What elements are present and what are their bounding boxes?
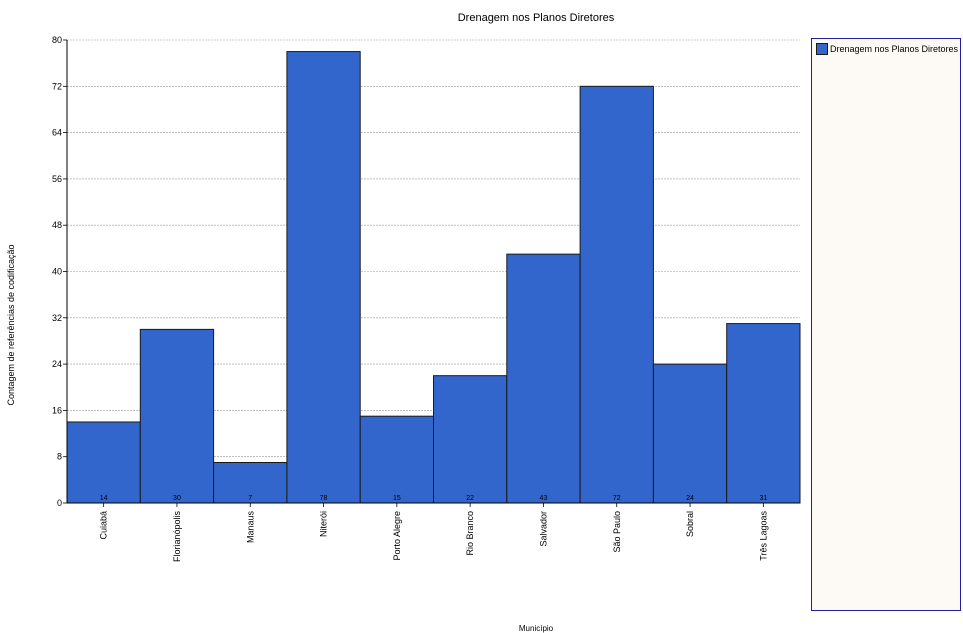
x-axis-title: Município bbox=[519, 624, 554, 633]
data-label: 15 bbox=[393, 495, 401, 502]
data-label: 78 bbox=[320, 495, 328, 502]
bar bbox=[359, 415, 435, 504]
bars bbox=[66, 51, 801, 504]
bar bbox=[652, 363, 728, 504]
x-tick-label: Niterói bbox=[319, 511, 329, 537]
y-tick-label: 56 bbox=[52, 174, 62, 184]
x-tick-label: Cuiabá bbox=[99, 511, 109, 540]
y-axis-title: Contagem de referências de codificação bbox=[6, 244, 16, 405]
bar bbox=[726, 323, 801, 504]
x-tick-label: Rio Branco bbox=[465, 511, 475, 556]
x-tick-label: Salvador bbox=[538, 511, 548, 547]
data-label: 30 bbox=[173, 495, 181, 502]
y-tick-label: 72 bbox=[52, 81, 62, 91]
x-tick-label: Manaus bbox=[245, 511, 255, 544]
data-label: 31 bbox=[759, 495, 767, 502]
data-label: 14 bbox=[100, 495, 108, 502]
y-tick-label: 40 bbox=[52, 267, 62, 277]
bar bbox=[506, 253, 581, 504]
x-tick-label: Florianópolis bbox=[172, 511, 182, 563]
y-tick-label: 16 bbox=[52, 405, 62, 415]
y-axis-ticks: 0 8 16 24 32 40 48 56 64 72 80 bbox=[52, 35, 67, 508]
x-tick-label: Porto Alegre bbox=[392, 511, 402, 561]
x-tick-label: São Paulo bbox=[612, 511, 622, 553]
y-tick-label: 64 bbox=[52, 128, 62, 138]
data-label: 24 bbox=[686, 495, 694, 502]
bar bbox=[286, 51, 361, 504]
bar bbox=[66, 421, 141, 504]
chart-title: Drenagem nos Planos Diretores bbox=[458, 12, 615, 24]
bar bbox=[139, 328, 215, 504]
bar bbox=[579, 85, 654, 504]
y-tick-label: 48 bbox=[52, 220, 62, 230]
y-tick-label: 32 bbox=[52, 313, 62, 323]
y-tick-label: 8 bbox=[57, 452, 62, 462]
legend-swatch bbox=[816, 43, 828, 55]
data-label: 72 bbox=[613, 495, 621, 502]
legend: Drenagem nos Planos Diretores bbox=[811, 38, 961, 611]
y-tick-label: 80 bbox=[52, 35, 62, 45]
data-labels: 14 30 7 78 15 22 43 72 24 31 bbox=[100, 495, 768, 502]
data-label: 22 bbox=[466, 495, 474, 502]
y-tick-label: 0 bbox=[57, 498, 62, 508]
bar bbox=[433, 375, 508, 504]
x-axis-ticks: Cuiabá Florianópolis Manaus Niterói Porto Al… bbox=[99, 503, 768, 563]
x-tick-label: Sobral bbox=[685, 511, 695, 537]
data-label: 43 bbox=[540, 495, 548, 502]
legend-entry: Drenagem nos Planos Diretores bbox=[816, 43, 958, 55]
y-tick-label: 24 bbox=[52, 359, 62, 369]
bar bbox=[213, 461, 288, 504]
x-tick-label: Três Lagoas bbox=[758, 511, 768, 561]
legend-label: Drenagem nos Planos Diretores bbox=[830, 44, 959, 54]
data-label: 7 bbox=[248, 495, 252, 502]
